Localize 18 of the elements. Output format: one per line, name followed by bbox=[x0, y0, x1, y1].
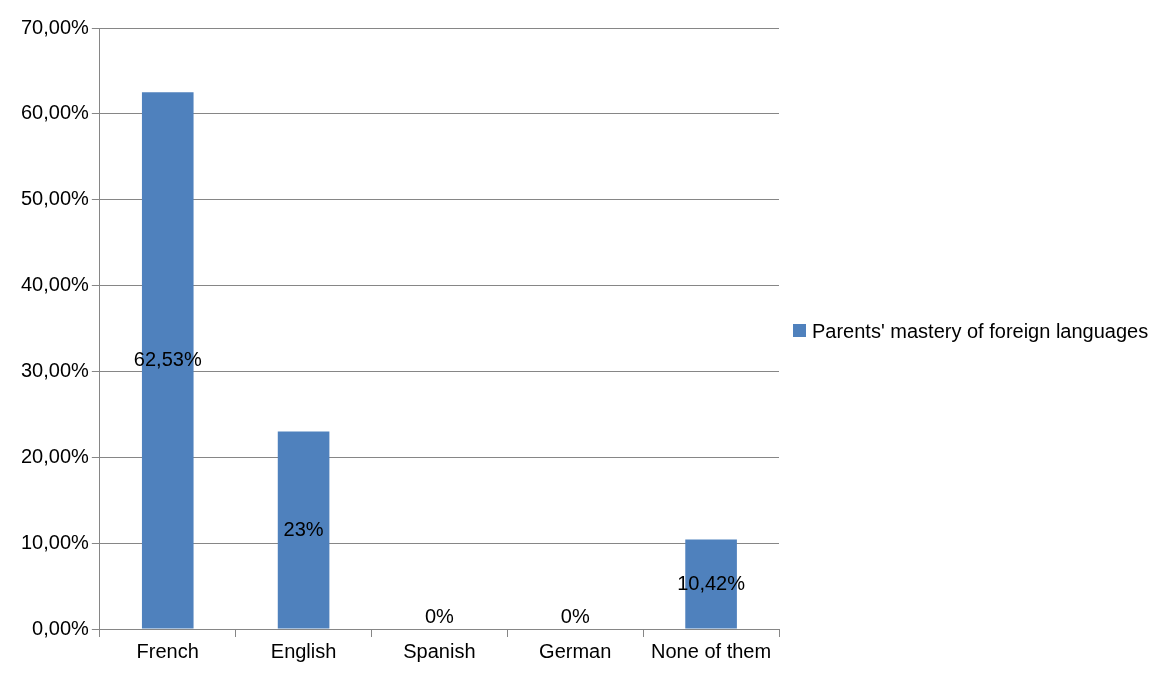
x-tick-label: German bbox=[539, 639, 612, 662]
data-label: 0% bbox=[424, 604, 455, 627]
y-tick-label: 30,00% bbox=[20, 358, 90, 381]
x-tick-label: English bbox=[270, 639, 337, 662]
x-tick-label: Spanish bbox=[403, 639, 476, 662]
legend-label: Parents' mastery of foreign languages bbox=[812, 319, 1149, 344]
y-tick-label: 60,00% bbox=[20, 101, 90, 124]
y-tick-label: 0,00% bbox=[32, 616, 90, 639]
y-tick-label: 40,00% bbox=[20, 273, 90, 296]
y-tick-label: 20,00% bbox=[20, 444, 90, 467]
data-label: 23% bbox=[283, 517, 324, 540]
y-tick-label: 70,00% bbox=[20, 15, 90, 38]
data-label: 0% bbox=[560, 604, 590, 627]
bar bbox=[277, 431, 330, 629]
x-tick-label: None of them bbox=[651, 639, 772, 662]
y-tick-label: 50,00% bbox=[20, 187, 90, 210]
x-tick-label: French bbox=[136, 639, 199, 662]
y-tick-label: 10,00% bbox=[20, 530, 90, 553]
